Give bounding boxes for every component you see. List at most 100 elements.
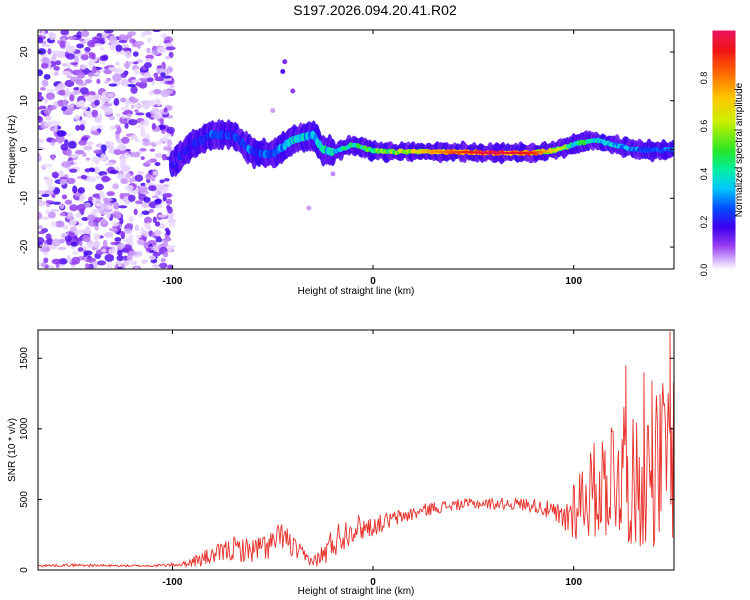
noise-blob: [43, 108, 52, 115]
colorbar-cell: [712, 184, 736, 187]
noise-blob: [103, 69, 113, 75]
colorbar-cell: [712, 56, 736, 59]
noise-blob: [38, 91, 43, 97]
colorbar-cell: [712, 220, 736, 223]
noise-blob: [103, 66, 109, 70]
noise-blob: [142, 141, 151, 147]
colorbar-cell: [712, 226, 736, 229]
noise-blob: [45, 115, 53, 121]
colorbar-cell: [712, 110, 736, 113]
y-tick-label: 0: [19, 146, 30, 152]
colorbar-cell: [712, 180, 736, 183]
noise-blob: [159, 179, 165, 184]
noise-blob: [119, 97, 128, 103]
snr-plot: [38, 331, 674, 569]
noise-blob: [115, 44, 123, 52]
colorbar-cell: [712, 128, 736, 131]
noise-blob: [151, 50, 160, 56]
snr-frame: [37, 329, 675, 571]
colorbar-cell: [712, 200, 736, 203]
noise-blob: [55, 60, 62, 66]
noise-blob: [128, 194, 136, 202]
colorbar-cell: [712, 50, 736, 53]
colorbar-cell: [712, 164, 736, 167]
noise-blob: [61, 62, 68, 67]
colorbar-cell: [712, 134, 736, 137]
noise-blob: [146, 222, 151, 229]
noise-blob: [73, 114, 80, 122]
noise-blob: [38, 116, 44, 124]
noise-blob: [38, 225, 44, 229]
noise-blob: [306, 205, 312, 211]
noise-blob: [53, 65, 60, 71]
noise-blob: [87, 39, 97, 48]
noise-blob: [79, 65, 87, 70]
noise-blob: [125, 172, 132, 179]
noise-blob: [79, 124, 85, 131]
noise-blob: [140, 182, 147, 187]
noise-blob: [38, 153, 41, 162]
noise-blob: [41, 261, 47, 268]
noise-blob: [117, 261, 122, 268]
noise-blob: [162, 240, 168, 248]
noise-blob: [101, 218, 107, 225]
noise-blob: [115, 113, 121, 118]
noise-blob: [47, 211, 56, 219]
colorbar-cell: [712, 166, 736, 169]
noise-blob: [88, 51, 94, 59]
colorbar-cell: [712, 138, 736, 141]
noise-blob: [122, 47, 132, 51]
colorbar-cell: [712, 118, 736, 121]
noise-blob: [140, 201, 150, 209]
noise-blob: [100, 144, 107, 153]
noise-blob: [119, 50, 125, 55]
colorbar-cell: [712, 114, 736, 117]
noise-blob: [120, 72, 127, 79]
noise-blob: [78, 241, 83, 247]
noise-blob: [136, 59, 144, 63]
noise-blob: [60, 30, 70, 36]
colorbar-cell: [712, 174, 736, 177]
noise-blob: [66, 75, 73, 79]
noise-blob: [50, 139, 58, 143]
colorbar-cell: [712, 54, 736, 57]
noise-blob: [96, 78, 101, 85]
colorbar-cell: [712, 182, 736, 185]
noise-blob: [128, 119, 138, 126]
noise-blob: [47, 48, 52, 55]
noise-blob: [103, 197, 110, 203]
noise-blob: [151, 195, 159, 199]
noise-blob: [161, 136, 169, 142]
noise-blob: [280, 68, 286, 74]
colorbar-cell: [712, 142, 736, 145]
noise-blob: [140, 120, 145, 126]
noise-blob: [106, 77, 111, 82]
noise-blob: [134, 174, 144, 182]
noise-blob: [101, 175, 110, 183]
noise-blob: [91, 130, 99, 136]
colorbar-cell: [712, 106, 736, 109]
noise-blob: [38, 196, 43, 203]
y-tick-label: 0: [19, 567, 30, 573]
noise-blob: [69, 168, 78, 173]
noise-blob: [98, 96, 104, 101]
noise-blob: [108, 227, 118, 232]
noise-blob: [146, 247, 152, 252]
colorbar-cell: [712, 70, 736, 73]
noise-blob: [67, 35, 78, 41]
noise-blob: [48, 265, 55, 269]
colorbar-cell: [712, 96, 736, 99]
noise-blob: [55, 220, 65, 228]
noise-blob: [42, 163, 53, 168]
noise-blob: [86, 94, 95, 102]
noise-blob: [143, 72, 152, 79]
noise-blob: [118, 40, 128, 44]
colorbar-cell: [712, 240, 736, 243]
noise-blob: [152, 264, 161, 268]
colorbar-cell: [712, 168, 736, 171]
colorbar-cell: [712, 230, 736, 233]
noise-blob: [72, 185, 78, 194]
noise-blob: [78, 38, 85, 42]
noise-blob: [122, 260, 131, 266]
